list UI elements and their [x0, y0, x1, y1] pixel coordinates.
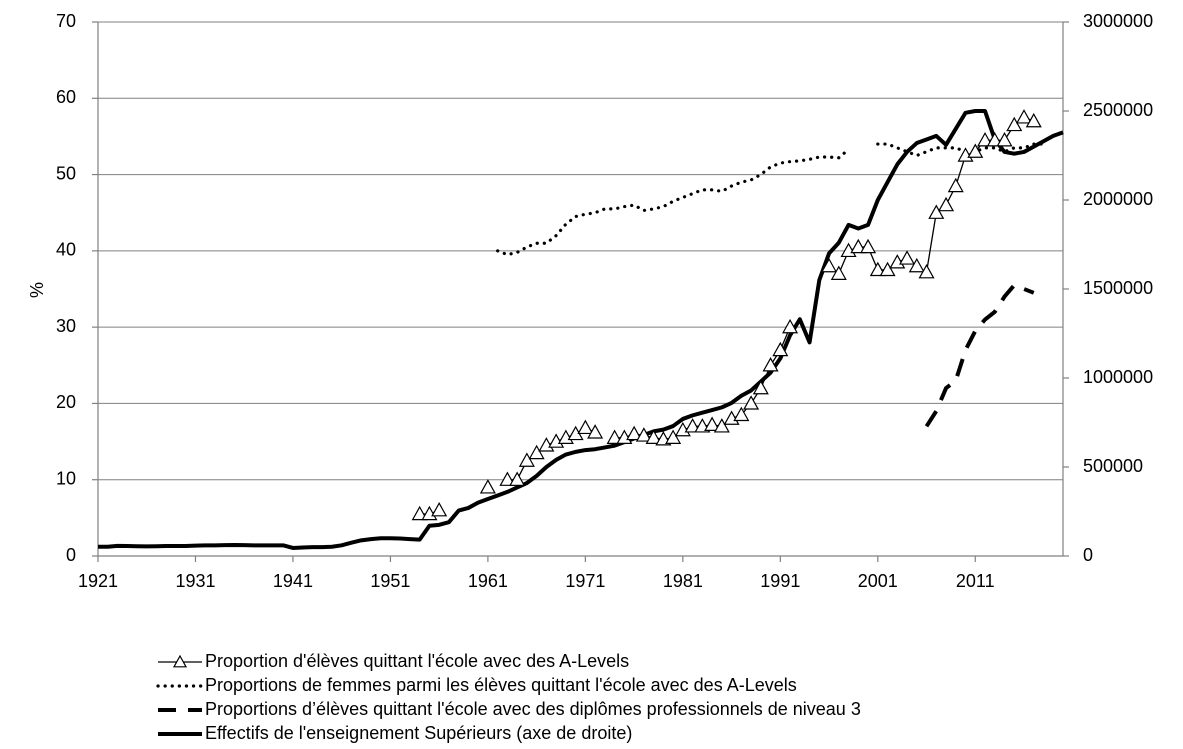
point-marker — [928, 204, 945, 219]
y-tick-label: 50 — [56, 163, 76, 183]
point-marker — [479, 479, 496, 494]
x-tick-label: 1981 — [663, 571, 703, 591]
point-marker — [1006, 116, 1023, 132]
series-line — [496, 147, 851, 257]
point-marker — [518, 452, 535, 467]
x-tick-label: 1991 — [760, 571, 800, 591]
y-tick-label: 30 — [56, 316, 76, 336]
series-line — [876, 142, 1046, 158]
point-marker — [996, 132, 1013, 147]
point-marker — [1025, 112, 1042, 128]
y-tick-label: 0 — [66, 545, 76, 565]
y2-tick-label: 1000000 — [1083, 367, 1153, 387]
y2-tick-label: 500000 — [1083, 456, 1143, 476]
legend-label: Effectifs de l'enseignement Supérieurs (… — [205, 723, 632, 743]
point-marker — [869, 261, 886, 277]
point-marker — [762, 357, 779, 372]
point-marker — [733, 406, 750, 422]
y-tick-label: 40 — [56, 240, 76, 260]
point-marker — [977, 132, 994, 147]
point-marker — [509, 471, 526, 486]
y-tick-label: 70 — [56, 11, 76, 31]
y-tick-label: 10 — [56, 468, 76, 488]
point-marker — [830, 265, 847, 280]
x-tick-label: 1921 — [78, 571, 118, 591]
y-tick-label: 20 — [56, 392, 76, 412]
point-marker — [860, 238, 877, 254]
point-marker — [821, 257, 838, 273]
point-marker — [743, 395, 760, 410]
x-tick-label: 2011 — [956, 571, 995, 591]
point-marker — [938, 196, 955, 212]
y2-tick-label: 2500000 — [1083, 100, 1153, 120]
point-marker — [967, 143, 984, 158]
point-marker — [782, 318, 799, 334]
point-marker — [665, 429, 682, 444]
point-marker — [626, 425, 643, 441]
point-marker — [918, 263, 935, 279]
y-axis-label: % — [27, 282, 47, 298]
x-tick-label: 2001 — [858, 571, 898, 591]
point-marker — [879, 261, 896, 277]
series-line — [507, 427, 596, 481]
x-tick-label: 1941 — [273, 571, 313, 591]
point-marker — [645, 429, 662, 444]
y2-tick-label: 1500000 — [1083, 278, 1153, 298]
point-marker — [411, 505, 428, 521]
x-tick-label: 1961 — [468, 571, 508, 591]
x-tick-label: 1951 — [370, 571, 410, 591]
point-marker — [752, 379, 769, 395]
point-marker — [635, 427, 652, 442]
point-marker — [528, 444, 545, 460]
point-marker — [850, 238, 867, 254]
series-line — [98, 109, 1064, 550]
point-marker — [908, 257, 925, 273]
series-line — [828, 116, 1034, 275]
x-tick-label: 1971 — [565, 571, 605, 591]
point-marker — [606, 429, 623, 444]
point-marker — [772, 341, 789, 357]
y-tick-label: 60 — [56, 87, 76, 107]
point-marker — [947, 177, 964, 193]
legend-marker — [172, 654, 188, 668]
legend-label: Proportions de femmes parmi les élèves q… — [205, 675, 797, 695]
y2-tick-label: 2000000 — [1083, 189, 1153, 209]
point-marker — [587, 424, 604, 439]
legend-label: Proportions d’élèves quittant l'école av… — [205, 699, 861, 719]
point-marker — [1015, 109, 1033, 124]
y2-tick-label: 0 — [1083, 545, 1093, 565]
point-marker — [986, 132, 1003, 147]
point-marker — [713, 418, 730, 433]
series-line — [924, 282, 1035, 428]
point-marker — [577, 419, 594, 435]
point-marker — [684, 418, 701, 433]
point-marker — [704, 416, 721, 431]
point-marker — [431, 501, 448, 517]
point-marker — [499, 471, 516, 486]
legend-label: Proportion d'élèves quittant l'école ave… — [205, 651, 629, 671]
x-tick-label: 1931 — [175, 571, 215, 591]
point-marker — [899, 250, 916, 265]
y2-tick-label: 3000000 — [1083, 11, 1153, 31]
